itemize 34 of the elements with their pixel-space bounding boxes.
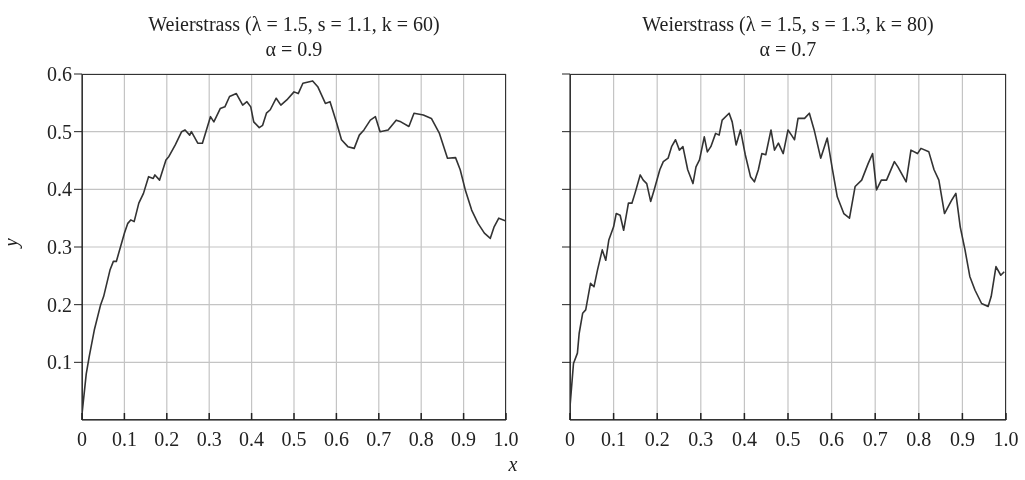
chart-subtitle: α = 0.7 xyxy=(758,37,818,62)
x-tick-label: 1.0 xyxy=(993,428,1019,450)
x-tick-label: 0.9 xyxy=(949,428,975,450)
x-axis-title: x xyxy=(507,453,519,476)
x-tick-label: 0.8 xyxy=(408,428,434,450)
x-tick-label: 0.8 xyxy=(906,428,932,450)
x-tick-label: 0 xyxy=(77,428,87,450)
x-tick-label: 0.2 xyxy=(644,428,670,450)
y-tick-label: 0.5 xyxy=(47,120,72,143)
y-tick-label: 0.3 xyxy=(47,236,72,259)
x-tick-label: 0.1 xyxy=(111,428,137,450)
y-tick-label: 0.1 xyxy=(47,351,72,374)
y-tick-label: 0.2 xyxy=(47,293,72,316)
y-axis-title: y xyxy=(0,238,23,249)
chart-title: Weierstrass (λ = 1.5, s = 1.1, k = 60) xyxy=(147,12,441,37)
x-tick-label: 0.2 xyxy=(154,428,180,450)
x-tick-label: 0.4 xyxy=(731,428,757,450)
x-tick-label: 0.5 xyxy=(775,428,801,450)
x-tick-label: 0.4 xyxy=(239,428,265,450)
x-tick-label: 0.3 xyxy=(688,428,714,450)
chart-subtitle: α = 0.9 xyxy=(264,37,324,62)
x-tick-label: 0.7 xyxy=(862,428,888,450)
x-tick-label: 1.0 xyxy=(493,428,519,450)
x-tick-label: 0.3 xyxy=(196,428,222,450)
x-tick-label: 0.9 xyxy=(451,428,477,450)
y-tick-label: 0.4 xyxy=(47,178,72,201)
x-tick-label: 0.6 xyxy=(819,428,845,450)
x-tick-label: 0.7 xyxy=(366,428,392,450)
x-tick-label: 0 xyxy=(565,428,575,450)
chart-title: Weierstrass (λ = 1.5, s = 1.3, k = 80) xyxy=(641,12,935,37)
x-tick-label: 0.6 xyxy=(323,428,349,450)
y-tick-label: 0.6 xyxy=(47,63,72,86)
x-tick-label: 0.5 xyxy=(281,428,307,450)
x-tick-label: 0.1 xyxy=(601,428,627,450)
